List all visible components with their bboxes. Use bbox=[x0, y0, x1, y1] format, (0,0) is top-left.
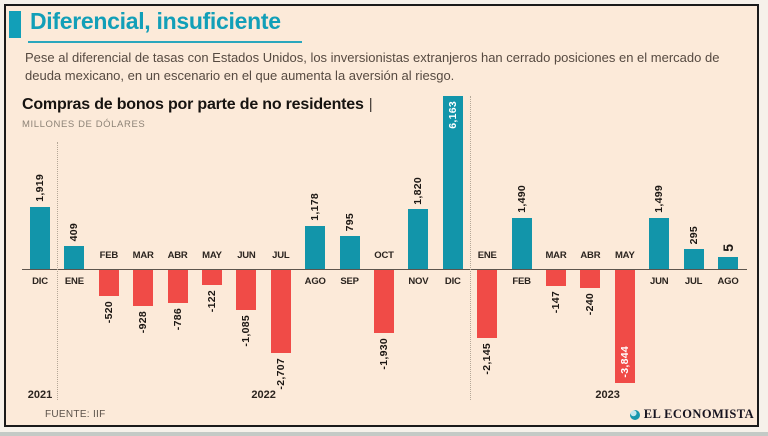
value-label-11: 1,820 bbox=[412, 176, 425, 205]
page-edge bbox=[0, 432, 768, 436]
month-label-7: JUL bbox=[272, 250, 290, 261]
year-label-2021: 2021 bbox=[27, 389, 53, 401]
bar-may-5 bbox=[202, 270, 222, 286]
month-label-13: ENE bbox=[477, 250, 497, 261]
month-label-0: DIC bbox=[32, 276, 48, 287]
bar-abr-4 bbox=[167, 270, 188, 303]
value-label-16: -240 bbox=[584, 293, 597, 316]
bar-feb-2 bbox=[98, 270, 119, 296]
bar-dic-0 bbox=[30, 206, 50, 269]
page-title: Diferencial, insuficiente bbox=[30, 8, 281, 34]
value-label-5: -122 bbox=[206, 290, 218, 313]
value-label-8: 1,178 bbox=[309, 193, 322, 222]
value-label-12: 6,163 bbox=[446, 100, 459, 129]
bar-abr-16 bbox=[580, 270, 601, 289]
month-label-11: NOV bbox=[408, 276, 429, 287]
chart-title-divider: | bbox=[368, 96, 373, 113]
month-label-6: JUN bbox=[237, 250, 256, 261]
month-label-9: SEP bbox=[340, 276, 359, 287]
bar-jun-18 bbox=[649, 217, 670, 269]
month-label-5: MAY bbox=[202, 250, 222, 261]
bar-jul-7 bbox=[270, 270, 291, 353]
year-label-2022: 2022 bbox=[251, 389, 276, 401]
month-label-16: ABR bbox=[580, 250, 601, 261]
bar-feb-14 bbox=[511, 217, 532, 269]
value-label-1: 409 bbox=[68, 222, 81, 242]
zero-axis-line bbox=[22, 269, 747, 270]
value-label-15: -147 bbox=[550, 290, 562, 314]
bar-oct-10 bbox=[374, 270, 394, 333]
globe-icon bbox=[629, 409, 640, 420]
year-separator-0 bbox=[57, 142, 59, 400]
bar-dic-12 bbox=[442, 95, 463, 269]
month-label-2: FEB bbox=[99, 250, 119, 261]
intro-paragraph: Pese al diferencial de tasas con Estados… bbox=[25, 50, 720, 83]
month-label-17: MAY bbox=[614, 250, 635, 261]
title-underline bbox=[28, 41, 302, 43]
bar-jun-6 bbox=[236, 270, 257, 311]
month-label-1: ENE bbox=[64, 276, 84, 287]
month-label-19: JUL bbox=[684, 276, 703, 287]
month-label-12: DIC bbox=[444, 276, 461, 287]
value-label-9: 795 bbox=[343, 212, 356, 232]
bar-ene-1 bbox=[64, 246, 85, 269]
chart-unit-label: MILLONES DE DÓLARES bbox=[22, 119, 146, 130]
chart-title-row: Compras de bonos por parte de no residen… bbox=[22, 96, 373, 114]
value-label-17: -3,844 bbox=[618, 346, 631, 378]
value-label-4: -786 bbox=[171, 307, 184, 330]
bar-mar-3 bbox=[133, 270, 154, 307]
bar-sep-9 bbox=[339, 236, 360, 269]
bar-may-17 bbox=[614, 270, 635, 383]
bar-nov-11 bbox=[408, 209, 429, 269]
month-label-18: JUN bbox=[649, 276, 669, 287]
value-label-3: -928 bbox=[137, 311, 150, 334]
bar-mar-15 bbox=[546, 270, 566, 286]
bar-jul-19 bbox=[683, 249, 704, 269]
month-label-4: ABR bbox=[167, 250, 188, 261]
value-label-20: 5 bbox=[720, 244, 736, 252]
value-label-10: -1,930 bbox=[378, 337, 390, 370]
chart-title: Compras de bonos por parte de no residen… bbox=[22, 96, 364, 113]
brand-logo: EL ECONOMISTA bbox=[629, 407, 754, 422]
month-label-15: MAR bbox=[545, 250, 567, 261]
brand-name: EL ECONOMISTA bbox=[643, 407, 754, 421]
month-label-8: AGO bbox=[304, 276, 326, 287]
year-separator-1 bbox=[470, 96, 471, 400]
value-label-14: 1,490 bbox=[515, 185, 528, 213]
value-label-6: -1,085 bbox=[240, 315, 253, 347]
value-label-2: -520 bbox=[102, 300, 115, 323]
year-label-2023: 2023 bbox=[595, 389, 620, 401]
title-accent-block bbox=[9, 11, 21, 38]
month-label-14: FEB bbox=[512, 276, 531, 287]
value-label-18: 1,499 bbox=[653, 184, 666, 213]
source-note: FUENTE: IIF bbox=[45, 409, 106, 420]
month-label-10: OCT bbox=[374, 250, 394, 261]
month-label-20: AGO bbox=[717, 276, 739, 287]
bar-ene-13 bbox=[477, 270, 498, 339]
value-label-19: 295 bbox=[687, 225, 700, 245]
value-label-7: -2,707 bbox=[274, 357, 287, 390]
bar-ago-8 bbox=[305, 226, 326, 269]
value-label-13: -2,145 bbox=[481, 343, 494, 375]
value-label-0: 1,919 bbox=[34, 173, 46, 202]
bar-ago-20 bbox=[718, 256, 738, 269]
month-label-3: MAR bbox=[132, 250, 154, 261]
